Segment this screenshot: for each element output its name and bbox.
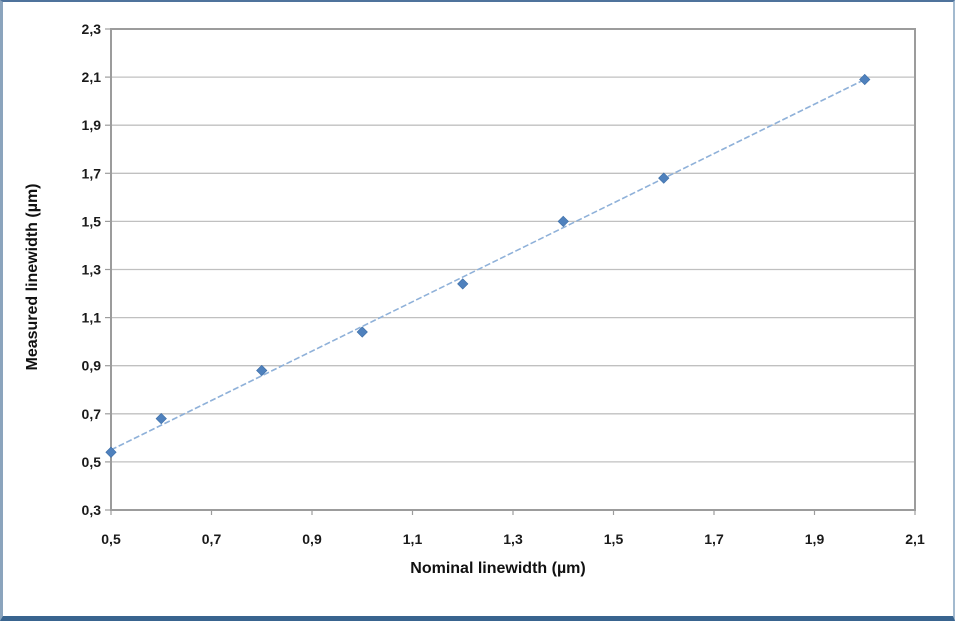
data-point-marker [155, 412, 167, 425]
y-tick-label: 0,7 [82, 406, 102, 422]
y-tick-label: 1,1 [82, 310, 102, 326]
x-tick-label: 0,9 [302, 531, 322, 547]
trendline [110, 78, 866, 451]
y-axis-title: Measured linewidth (µm) [24, 183, 41, 371]
y-tick-label: 1,5 [82, 213, 102, 229]
x-tick-label: 0,5 [101, 531, 121, 547]
y-tick-label: 1,9 [82, 117, 102, 133]
x-tick-label: 0,7 [202, 531, 222, 547]
data-point-marker [658, 172, 670, 184]
y-tick-label: 0,9 [82, 358, 102, 374]
x-tick-label: 1,5 [604, 531, 624, 547]
data-point-marker [356, 326, 368, 338]
y-tick-label: 0,5 [82, 454, 102, 470]
y-tick-label: 2,1 [82, 69, 102, 85]
data-point-marker [457, 278, 469, 290]
data-point-marker [557, 215, 569, 228]
y-tick-label: 1,3 [82, 262, 102, 278]
x-axis-title: Nominal linewidth (µm) [410, 560, 586, 577]
y-tick-label: 2,3 [82, 21, 102, 37]
y-tick-label: 1,7 [82, 165, 102, 181]
x-tick-label: 1,9 [805, 531, 825, 547]
y-tick-label: 0,3 [82, 502, 102, 518]
x-tick-label: 1,1 [403, 531, 423, 547]
plot-border [110, 28, 916, 511]
x-tick-label: 1,7 [704, 531, 724, 547]
data-point-marker [256, 364, 268, 377]
data-point-marker [105, 446, 117, 458]
data-point-marker [859, 73, 871, 86]
x-tick-label: 1,3 [503, 531, 523, 547]
x-tick-label: 2,1 [905, 531, 925, 547]
